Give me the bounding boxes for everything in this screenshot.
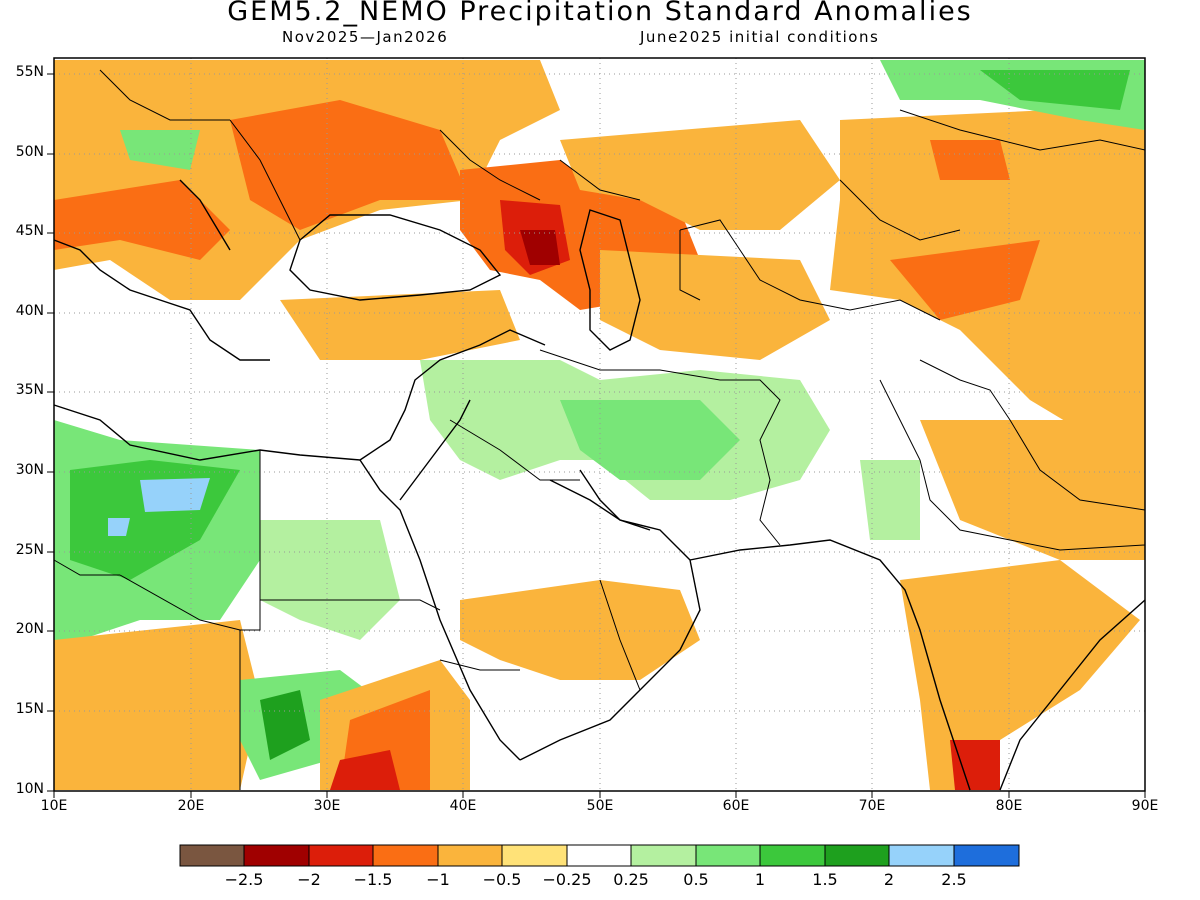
colorbar-swatch: [372, 844, 439, 867]
colorbar-label: −1.5: [353, 870, 393, 889]
lon-label: 60E: [722, 798, 750, 814]
colorbar-label: −2.5: [224, 870, 264, 889]
colorbar-swatch: [824, 844, 890, 867]
colorbar-swatch: [243, 844, 310, 867]
coastlines: [53, 179, 1146, 791]
shade-egypt-wet: [260, 520, 400, 640]
lat-label: 45N: [15, 223, 44, 239]
colorbar-swatch: [630, 844, 697, 867]
shade-central-asia-dry: [600, 250, 830, 360]
shade-himalaya-dry: [920, 420, 1145, 560]
shade-chad-dry: [54, 620, 260, 790]
colorbar-label: −0.25: [542, 870, 592, 889]
lon-label: 50E: [586, 798, 614, 814]
shade-siberia-wetter: [980, 70, 1130, 110]
lon-label: 70E: [858, 798, 886, 814]
shade-caucasus-extreme: [520, 230, 560, 265]
colorbar-label: −0.5: [482, 870, 522, 889]
shade-iran-wet: [560, 400, 740, 480]
initial-conditions: June2025 initial conditions: [640, 28, 880, 46]
shade-pakistan-wet: [860, 460, 920, 540]
shade-tibet-very-dry: [890, 240, 1040, 320]
lat-label: 20N: [15, 621, 44, 637]
shade-kazakh-dry: [560, 120, 840, 230]
colorbar: [179, 844, 1020, 867]
colorbar-label: 1: [754, 870, 766, 889]
colorbar-swatch: [759, 844, 826, 867]
shade-india-dry: [900, 560, 1140, 790]
lat-label: 40N: [15, 303, 44, 319]
shade-libya-wettest-2: [108, 518, 130, 536]
colorbar-label: 2.5: [941, 870, 967, 889]
lat-label: 15N: [15, 701, 44, 717]
colorbar-label: 2: [883, 870, 895, 889]
lat-label: 10N: [15, 781, 44, 797]
shade-sudan-wetter: [260, 690, 310, 760]
colorbar-label: 0.5: [683, 870, 709, 889]
colorbar-swatch: [437, 844, 503, 867]
shade-central-europe-wet: [120, 130, 200, 170]
shade-anatolia-dry: [280, 290, 520, 360]
shade-ukraine-dry: [230, 100, 470, 230]
shade-balkans-dry: [54, 180, 230, 260]
colorbar-label: −2: [297, 870, 321, 889]
lon-label: 90E: [1131, 798, 1159, 814]
colorbar-swatch: [888, 844, 955, 867]
colorbar-swatch: [566, 844, 632, 867]
shade-arabia-dry: [460, 580, 700, 680]
shade-ethiopia-extreme: [330, 750, 400, 790]
colorbar-swatch: [179, 844, 245, 867]
shade-south-india-dry: [950, 740, 1000, 790]
shade-mongolia-dry: [930, 140, 1010, 180]
colorbar-swatch: [308, 844, 374, 867]
colorbar-label: −1: [426, 870, 450, 889]
lon-label: 40E: [449, 798, 477, 814]
colorbar-swatch: [953, 844, 1020, 867]
axis-ticks: [47, 73, 1146, 798]
shade-libya-wettest: [140, 478, 210, 512]
anomaly-field: [54, 60, 1145, 790]
colorbar-swatch: [501, 844, 568, 867]
colorbar-swatch: [695, 844, 761, 867]
forecast-period: Nov2025—Jan2026: [282, 28, 449, 46]
borders: [53, 69, 1146, 790]
lon-label: 30E: [313, 798, 341, 814]
graticule: [54, 58, 1145, 791]
lat-label: 50N: [15, 144, 44, 160]
lat-label: 55N: [15, 64, 44, 80]
lon-label: 20E: [177, 798, 205, 814]
lat-label: 25N: [15, 542, 44, 558]
colorbar-label: 1.5: [812, 870, 838, 889]
lat-label: 35N: [15, 382, 44, 398]
map-title: GEM5.2_NEMO Precipitation Standard Anoma…: [227, 0, 973, 27]
lat-label: 30N: [15, 462, 44, 478]
colorbar-label: 0.25: [613, 870, 649, 889]
lon-label: 80E: [995, 798, 1023, 814]
lon-label: 10E: [40, 798, 68, 814]
